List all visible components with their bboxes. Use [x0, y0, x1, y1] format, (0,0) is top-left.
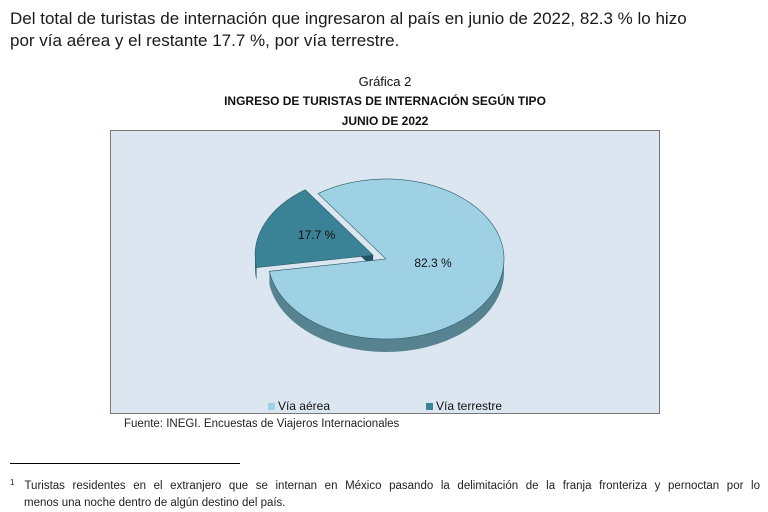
legend-label-via-terrestre: Vía terrestre	[436, 399, 503, 413]
footnote-divider	[10, 463, 240, 464]
pie-slice-via-aerea	[269, 178, 505, 340]
chart-caption: Gráfica 2	[358, 74, 412, 89]
pie-slice-via-aerea-data-label: 82.3 %	[414, 256, 452, 270]
chart-subtitle: JUNIO DE 2022	[341, 114, 429, 128]
chart-title: INGRESO DE TURISTAS DE INTERNACIÓN SEGÚN…	[224, 94, 546, 108]
chart-area: 82.3 % 17.7 % Vía aérea Vía terrestre	[110, 130, 660, 414]
footnote-line-1: 1 Turistas residentes en el extranjero qu…	[10, 474, 760, 495]
legend-label-via-aerea: Vía aérea	[277, 399, 330, 413]
footnote-text-1: Turistas residentes en el extranjero que…	[24, 480, 760, 492]
legend-item-via-terrestre: Vía terrestre	[426, 399, 502, 413]
footnote-mark: 1	[10, 478, 15, 487]
intro-paragraph: Del total de turistas de internación que…	[10, 8, 762, 52]
legend-swatch-via-aerea	[267, 402, 275, 410]
footnote-line-2: menos una noche dentro de algún destino …	[24, 497, 286, 509]
source-note: Fuente: INEGI. Encuestas de Viajeros Int…	[124, 418, 400, 430]
intro-line-2: por vía aérea y el restante 17.7 %, por …	[10, 31, 400, 50]
pie-slice-via-terrestre-data-label: 17.7 %	[298, 228, 336, 242]
pie-slice-via-terrestre	[254, 189, 374, 268]
footnote: 1 Turistas residentes en el extranjero qu…	[10, 474, 760, 512]
pie-chart: 82.3 % 17.7 %	[254, 178, 505, 353]
legend-swatch-via-terrestre	[426, 402, 433, 410]
legend-item-via-aerea: Vía aérea	[267, 399, 330, 413]
chart-legend: Vía aérea Vía terrestre	[111, 399, 659, 413]
intro-line-1: Del total de turistas de internación que…	[10, 9, 687, 28]
